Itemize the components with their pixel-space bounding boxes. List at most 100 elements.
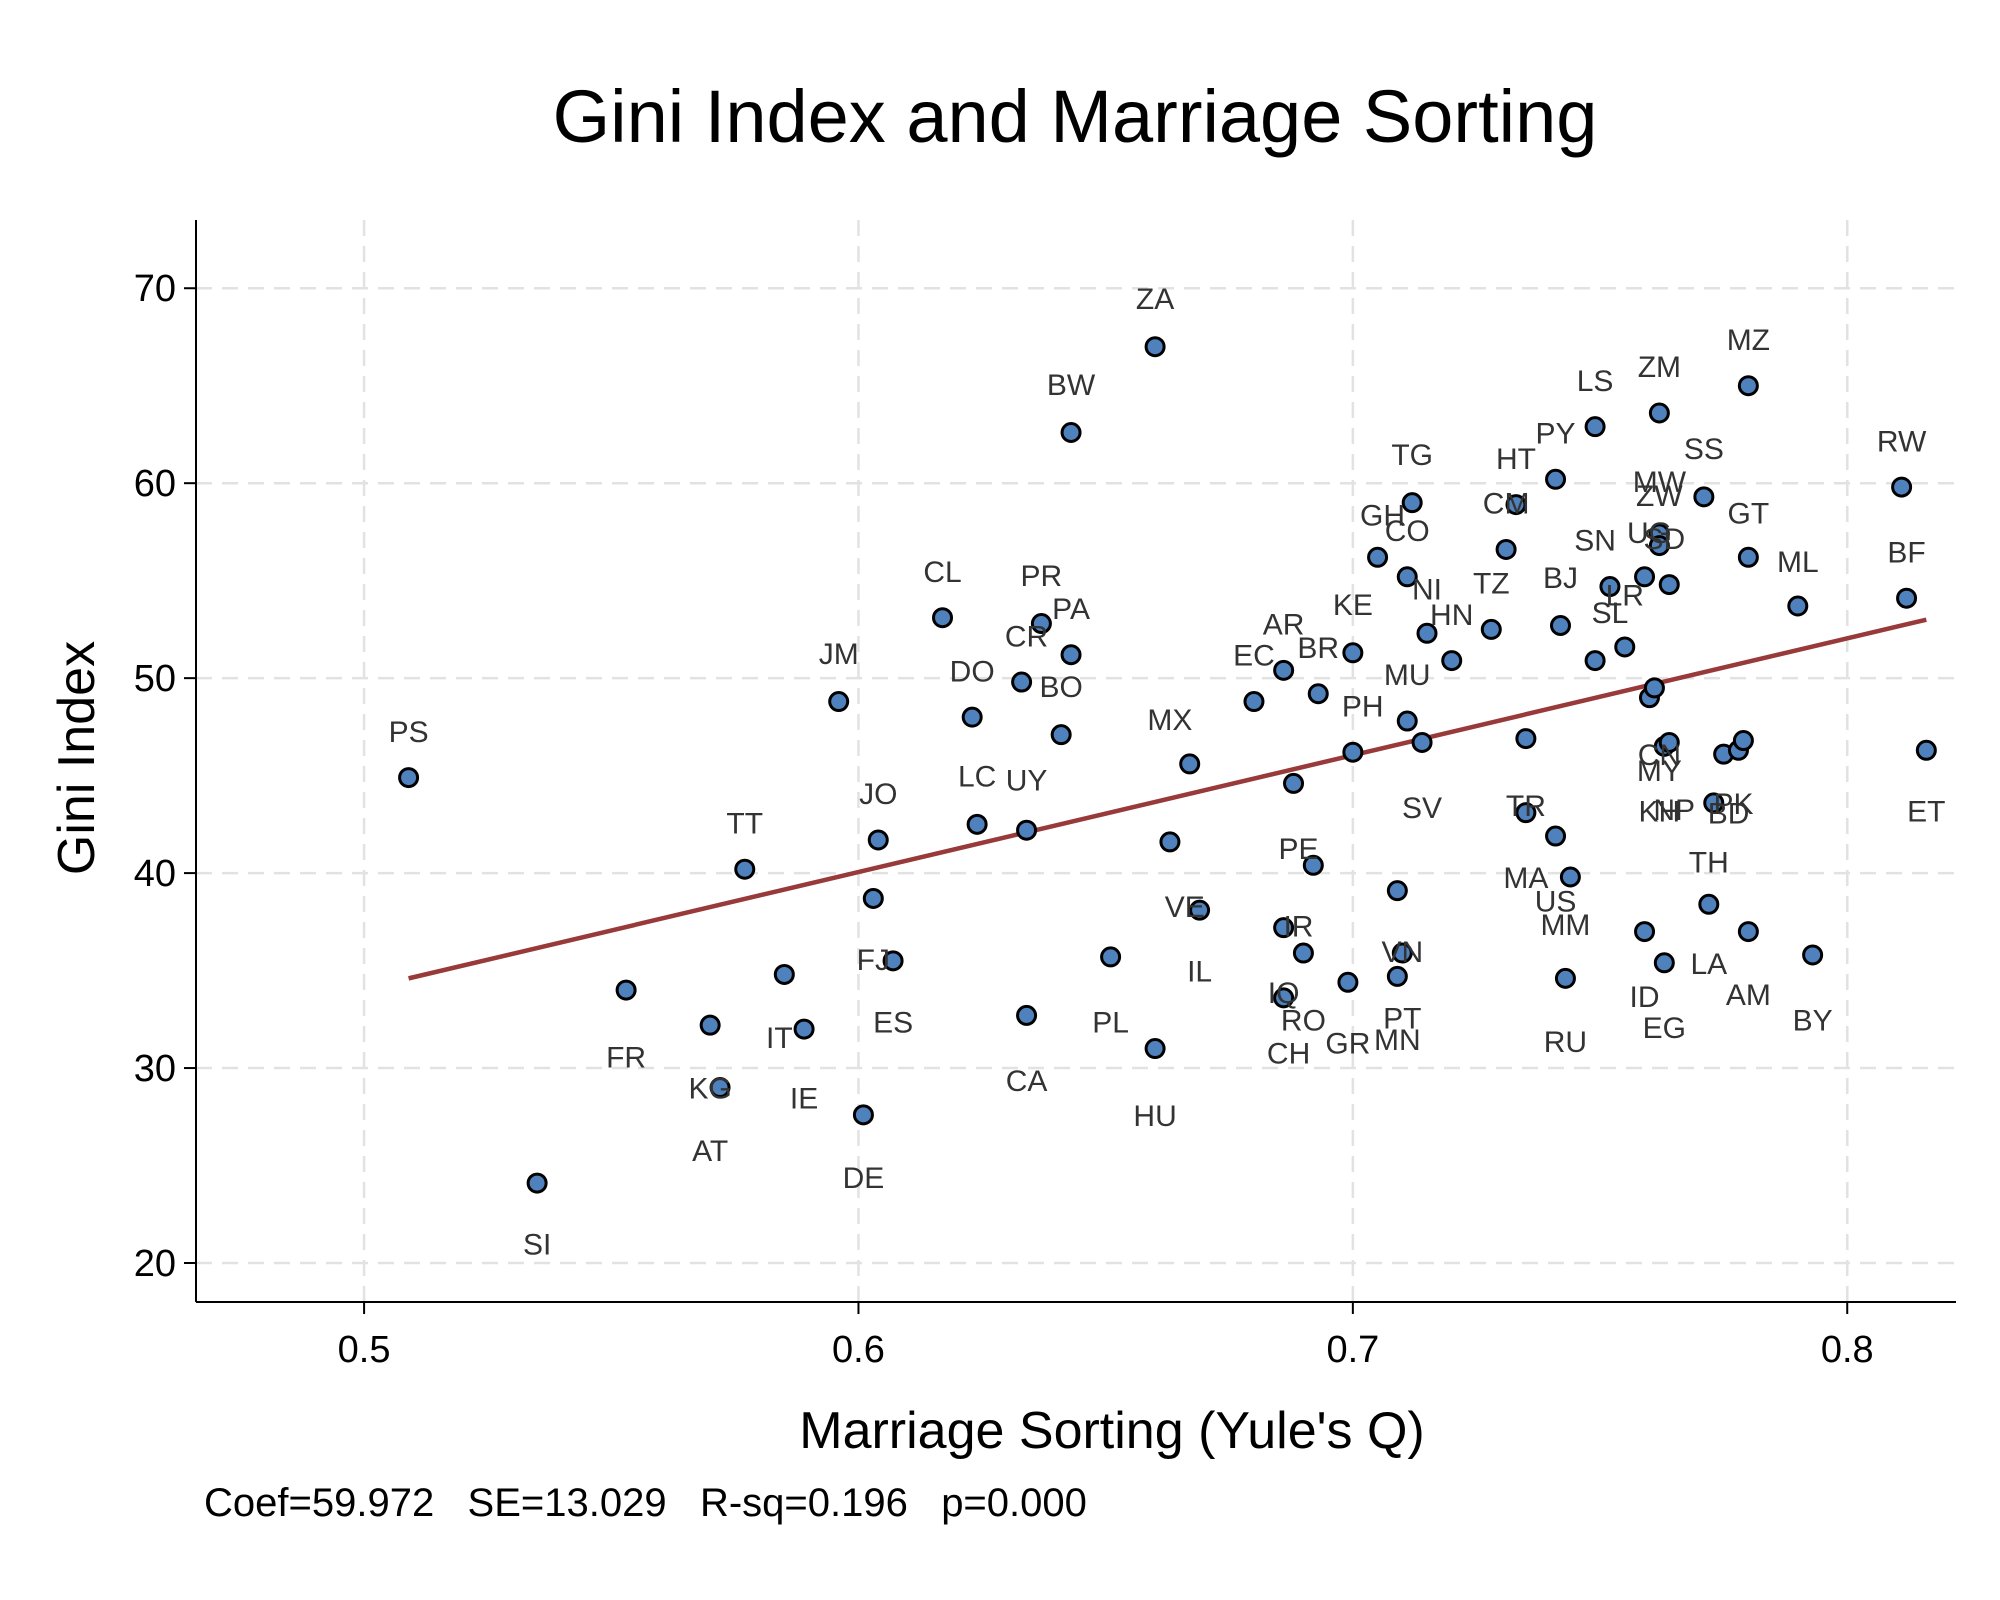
scatter-point — [1273, 917, 1295, 939]
y-tick-label: 30 — [134, 1048, 176, 1090]
scatter-point — [1643, 677, 1665, 699]
scatter-point — [1144, 336, 1166, 358]
y-tick-label: 60 — [134, 463, 176, 505]
scatter-point — [1658, 574, 1680, 596]
scatter-point — [1737, 921, 1759, 943]
point-label: MZ — [1727, 324, 1770, 357]
point-label: PS — [389, 716, 429, 749]
scatter-point — [398, 767, 420, 789]
point-label: TT — [726, 807, 763, 840]
scatter-point — [526, 1172, 548, 1194]
point-label: RO — [1281, 1004, 1326, 1037]
scatter-point — [852, 1104, 874, 1126]
x-axis-title: Marriage Sorting (Yule's Q) — [799, 1402, 1425, 1460]
axes: 20 30 40 50 60 70 0.5 0.6 0.7 0.8 — [134, 220, 1956, 1371]
point-label: BD — [1708, 798, 1750, 831]
scatter-point — [1554, 967, 1576, 989]
point-label: MM — [1540, 909, 1590, 942]
point-label: HT — [1496, 443, 1536, 476]
point-label: ZM — [1638, 351, 1681, 384]
point-label: US — [1535, 885, 1577, 918]
scatter-point — [1342, 741, 1364, 763]
point-label: PL — [1092, 1006, 1129, 1039]
point-label: PR — [1021, 560, 1063, 593]
scatter-point — [615, 979, 637, 1001]
scatter-point — [1584, 416, 1606, 438]
y-axis-title: Gini Index — [48, 641, 106, 875]
scatter-point — [1693, 486, 1715, 508]
scatter-point — [862, 887, 884, 909]
y-tick-label: 50 — [134, 658, 176, 700]
scatter-point — [1515, 728, 1537, 750]
point-label: KH — [1639, 796, 1681, 829]
point-label: ID — [1630, 981, 1660, 1014]
scatter-point — [1307, 683, 1329, 705]
scatter-point — [1737, 375, 1759, 397]
point-label: JO — [859, 778, 897, 811]
regression-stats-note: Coef=59.972 SE=13.029 R-sq=0.196 p=0.000 — [204, 1481, 1087, 1525]
point-label: PY — [1536, 418, 1576, 451]
point-label: IE — [790, 1082, 818, 1115]
point-label: MU — [1384, 659, 1431, 692]
point-label: AM — [1726, 979, 1771, 1012]
point-label: RU — [1544, 1026, 1587, 1059]
point-label: PT — [1383, 1002, 1421, 1035]
scatter-point — [1243, 691, 1265, 713]
point-label: PE — [1278, 833, 1318, 866]
point-label: LR — [1606, 579, 1644, 612]
scatter-point — [1545, 468, 1567, 490]
grid-lines — [196, 220, 1956, 1302]
y-tick-label: 20 — [134, 1243, 176, 1285]
point-label: UG — [1627, 517, 1672, 550]
point-label: MA — [1503, 862, 1548, 895]
point-label: ES — [873, 1006, 913, 1039]
scatter-point — [1060, 644, 1082, 666]
point-label: FJ — [857, 944, 890, 977]
point-label: IQ — [1268, 977, 1300, 1010]
scatter-point — [1515, 802, 1537, 824]
point-label: BY — [1793, 1004, 1833, 1037]
scatter-point — [1634, 921, 1656, 943]
point-label: FR — [606, 1041, 646, 1074]
scatter-point — [1386, 965, 1408, 987]
point-label: EC — [1233, 640, 1275, 673]
point-label: JM — [819, 638, 859, 671]
point-label: PA — [1052, 593, 1090, 626]
point-label: TG — [1391, 439, 1433, 472]
scatter-point — [1391, 942, 1413, 964]
scatter-point — [1703, 792, 1725, 814]
scatter-point — [1302, 854, 1324, 876]
scatter-point — [1367, 546, 1389, 568]
scatter-point — [1337, 971, 1359, 993]
chart-title: Gini Index and Marriage Sorting — [553, 75, 1598, 158]
point-label: SD — [1643, 523, 1685, 556]
point-label: CO — [1385, 515, 1430, 548]
point-label: ZW — [1636, 480, 1683, 513]
point-label: BR — [1297, 632, 1339, 665]
scatter-point — [828, 691, 850, 713]
point-label: BF — [1887, 536, 1925, 569]
point-label: TH — [1689, 846, 1729, 879]
point-label: PK — [1714, 788, 1754, 821]
point-label: KG — [688, 1073, 731, 1106]
point-label: PH — [1342, 690, 1384, 723]
point-label: BW — [1047, 369, 1096, 402]
scatter-point — [1891, 476, 1913, 498]
point-label: CL — [923, 556, 961, 589]
scatter-point — [1396, 566, 1418, 588]
y-tick-label: 70 — [134, 268, 176, 310]
point-label: RW — [1877, 425, 1927, 458]
point-label: GH — [1360, 499, 1405, 532]
scatter-point — [1599, 576, 1621, 598]
point-label: IR — [1283, 911, 1313, 944]
scatter-point — [1273, 987, 1295, 1009]
point-label: LA — [1690, 948, 1727, 981]
point-label: HU — [1133, 1100, 1176, 1133]
x-tick-label: 0.7 — [1326, 1329, 1379, 1371]
scatter-point — [1401, 492, 1423, 514]
point-label: CH — [1267, 1037, 1310, 1070]
scatter-point — [932, 607, 954, 629]
point-label: NI — [1412, 573, 1442, 606]
